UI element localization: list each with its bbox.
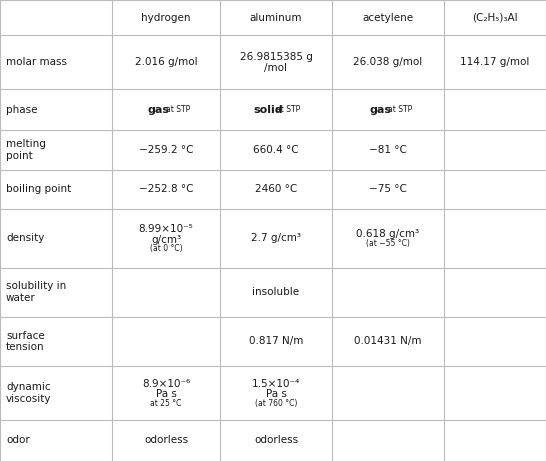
Text: at STP: at STP: [276, 106, 300, 114]
Text: at STP: at STP: [166, 106, 190, 114]
Text: 2.7 g/cm³: 2.7 g/cm³: [251, 233, 301, 243]
Text: (at 760 °C): (at 760 °C): [255, 399, 297, 408]
Text: 0.618 g/cm³: 0.618 g/cm³: [357, 230, 419, 240]
Text: (at 0 °C): (at 0 °C): [150, 244, 182, 254]
Text: 0.01431 N/m: 0.01431 N/m: [354, 337, 422, 346]
Text: 26.9815385 g: 26.9815385 g: [240, 52, 312, 62]
Text: 0.817 N/m: 0.817 N/m: [249, 337, 303, 346]
Text: molar mass: molar mass: [6, 57, 67, 67]
Text: −252.8 °C: −252.8 °C: [139, 184, 193, 194]
Text: −259.2 °C: −259.2 °C: [139, 145, 193, 155]
Text: 1.5×10⁻⁴: 1.5×10⁻⁴: [252, 379, 300, 389]
Text: gas: gas: [147, 105, 169, 115]
Text: solubility in
water: solubility in water: [6, 282, 66, 303]
Text: 2.016 g/mol: 2.016 g/mol: [135, 57, 197, 67]
Text: (at −55 °C): (at −55 °C): [366, 239, 410, 248]
Text: aluminum: aluminum: [250, 12, 302, 23]
Text: 8.99×10⁻⁵: 8.99×10⁻⁵: [139, 224, 193, 234]
Text: at 25 °C: at 25 °C: [150, 399, 182, 408]
Text: odorless: odorless: [254, 435, 298, 445]
Text: at STP: at STP: [388, 106, 412, 114]
Text: 26.038 g/mol: 26.038 g/mol: [353, 57, 423, 67]
Text: g/cm³: g/cm³: [151, 235, 181, 245]
Text: dynamic
viscosity: dynamic viscosity: [6, 382, 51, 404]
Text: insoluble: insoluble: [252, 287, 300, 297]
Text: surface
tension: surface tension: [6, 331, 45, 352]
Text: phase: phase: [6, 105, 38, 115]
Text: odorless: odorless: [144, 435, 188, 445]
Text: acetylene: acetylene: [363, 12, 413, 23]
Text: 660.4 °C: 660.4 °C: [253, 145, 299, 155]
Text: boiling point: boiling point: [6, 184, 71, 194]
Text: solid: solid: [253, 105, 283, 115]
Text: Pa s: Pa s: [156, 389, 176, 399]
Text: 8.9×10⁻⁶: 8.9×10⁻⁶: [142, 379, 190, 389]
Text: density: density: [6, 233, 44, 243]
Text: (C₂H₅)₃Al: (C₂H₅)₃Al: [472, 12, 518, 23]
Text: /mol: /mol: [264, 63, 288, 72]
Text: 2460 °C: 2460 °C: [255, 184, 297, 194]
Text: gas: gas: [369, 105, 391, 115]
Text: odor: odor: [6, 435, 29, 445]
Text: melting
point: melting point: [6, 139, 46, 161]
Text: −81 °C: −81 °C: [369, 145, 407, 155]
Text: 114.17 g/mol: 114.17 g/mol: [460, 57, 530, 67]
Text: hydrogen: hydrogen: [141, 12, 191, 23]
Text: −75 °C: −75 °C: [369, 184, 407, 194]
Text: Pa s: Pa s: [265, 389, 287, 399]
